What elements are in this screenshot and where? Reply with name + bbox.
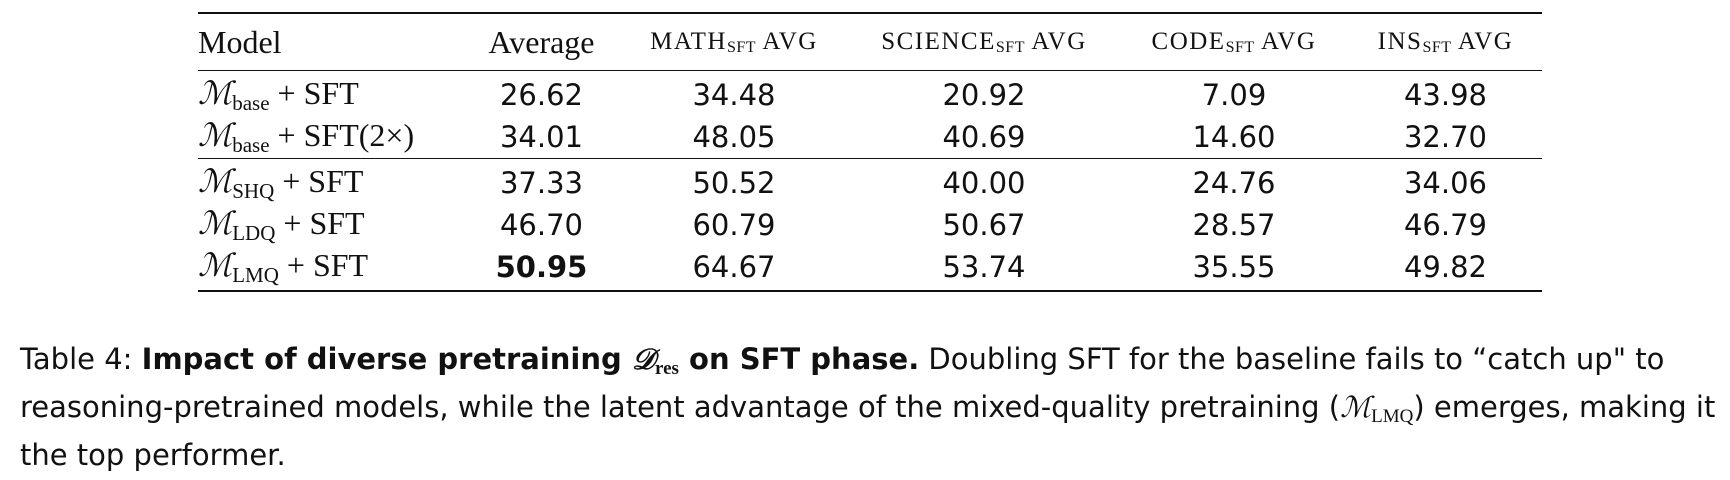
model-suffix: + SFT: [275, 205, 365, 241]
math-cell: 48.05: [692, 120, 776, 154]
caption-model-subscript: LMQ: [1371, 406, 1414, 427]
model-symbol: ℳ: [198, 116, 233, 154]
header-ins-suffix: avg: [1457, 27, 1514, 55]
average-cell: 26.62: [499, 78, 584, 112]
table-row: ℳLDQ + SFT 46.70 60.79 50.67 28.57 46.79: [198, 204, 1542, 246]
table-row: ℳSHQ + SFT 37.33 50.52 40.00 24.76 34.06: [198, 158, 1542, 204]
code-cell: 24.76: [1119, 158, 1349, 204]
model-subscript: SHQ: [232, 179, 275, 203]
model-name-cell: ℳLMQ + SFT: [198, 246, 464, 292]
average-cell: 46.70: [499, 208, 584, 242]
caption-model-symbol: ℳ: [1340, 390, 1372, 424]
science-cell: 40.69: [942, 120, 1026, 154]
caption-bold-title: Impact of diverse pretraining 𝒟res on SF…: [141, 342, 920, 379]
model-symbol: ℳ: [198, 74, 233, 112]
header-ins-sub: SFT: [1422, 38, 1452, 56]
caption-dataset-symbol: 𝒟: [631, 342, 656, 376]
code-cell: 35.55: [1119, 246, 1349, 292]
code-cell: 14.60: [1192, 120, 1276, 154]
header-math-main: math: [650, 27, 727, 55]
science-cell: 50.67: [942, 208, 1026, 242]
code-cell: 28.57: [1192, 208, 1276, 242]
average-cell-best: 50.95: [464, 246, 619, 292]
results-table: Model Average mathSFT avg scienceSFT avg…: [198, 12, 1542, 292]
header-ins-main: ins: [1377, 27, 1423, 55]
model-symbol: ℳ: [198, 204, 233, 242]
average-cell: 34.01: [499, 120, 584, 154]
average-cell: 37.33: [464, 158, 619, 204]
model-subscript: base: [232, 91, 270, 115]
model-symbol: ℳ: [198, 246, 233, 284]
table-caption: Table 4: Impact of diverse pretraining 𝒟…: [20, 340, 1720, 475]
math-cell: 50.52: [619, 158, 849, 204]
header-math-suffix: avg: [762, 27, 818, 55]
model-symbol: ℳ: [198, 162, 233, 200]
model-suffix: + SFT: [269, 75, 359, 111]
header-ins-sft-avg: insSFT avg: [1349, 12, 1542, 71]
ins-cell: 46.79: [1403, 208, 1488, 242]
header-math-sft-avg: mathSFT avg: [619, 12, 849, 71]
header-code-sub: SFT: [1225, 38, 1255, 56]
caption-text-part1: Doubling SFT for the baseline fails to “…: [20, 342, 1665, 424]
results-table-wrapper: Model Average mathSFT avg scienceSFT avg…: [198, 12, 1542, 292]
model-suffix: + SFT: [274, 163, 364, 199]
header-science-main: science: [881, 27, 996, 55]
math-cell: 60.79: [692, 208, 776, 242]
ins-cell: 32.70: [1403, 120, 1488, 154]
header-math-sub: SFT: [726, 38, 757, 56]
table-body: ℳbase + SFT 26.62 34.48 20.92 7.09 43.98…: [198, 71, 1542, 292]
caption-bold-tail: on SFT phase.: [678, 342, 920, 376]
model-subscript: LDQ: [232, 221, 276, 245]
caption-text-part2: ) emerges, making it the top performer.: [20, 390, 1716, 472]
caption-label: Table 4:: [20, 342, 142, 376]
header-science-suffix: avg: [1031, 27, 1087, 55]
model-name-cell: ℳbase + SFT(2×): [198, 116, 464, 159]
table-row: ℳbase + SFT 26.62 34.48 20.92 7.09 43.98: [198, 71, 1542, 117]
model-subscript: base: [232, 133, 270, 157]
model-name-cell: ℳSHQ + SFT: [198, 158, 464, 204]
math-cell: 64.67: [619, 246, 849, 292]
caption-dataset-subscript: res: [655, 358, 679, 379]
model-subscript: LMQ: [232, 263, 279, 287]
model-suffix: + SFT(2×): [269, 117, 415, 153]
header-code-main: code: [1151, 27, 1226, 55]
header-science-sub: SFT: [995, 38, 1025, 56]
header-row: Model Average mathSFT avg scienceSFT avg…: [198, 12, 1542, 71]
header-code-suffix: avg: [1261, 27, 1317, 55]
header-code-sft-avg: codeSFT avg: [1119, 12, 1349, 71]
code-cell: 7.09: [1201, 78, 1267, 112]
table-header: Model Average mathSFT avg scienceSFT avg…: [198, 12, 1542, 71]
header-model: Model: [198, 12, 464, 71]
ins-cell: 34.06: [1349, 158, 1542, 204]
ins-cell: 43.98: [1403, 78, 1488, 112]
model-suffix: + SFT: [278, 247, 369, 283]
table-row: ℳbase + SFT(2×) 34.01 48.05 40.69 14.60 …: [198, 116, 1542, 159]
header-science-sft-avg: scienceSFT avg: [849, 12, 1119, 71]
science-cell: 40.00: [849, 158, 1119, 204]
header-average: Average: [464, 12, 619, 71]
caption-bold-text: Impact of diverse pretraining: [141, 342, 632, 376]
table-row: ℳLMQ + SFT 50.95 64.67 53.74 35.55 49.82: [198, 246, 1542, 292]
ins-cell: 49.82: [1349, 246, 1542, 292]
model-name-cell: ℳLDQ + SFT: [198, 204, 464, 246]
science-cell: 20.92: [942, 78, 1026, 112]
math-cell: 34.48: [692, 78, 776, 112]
model-name-cell: ℳbase + SFT: [198, 71, 464, 117]
science-cell: 53.74: [849, 246, 1119, 292]
